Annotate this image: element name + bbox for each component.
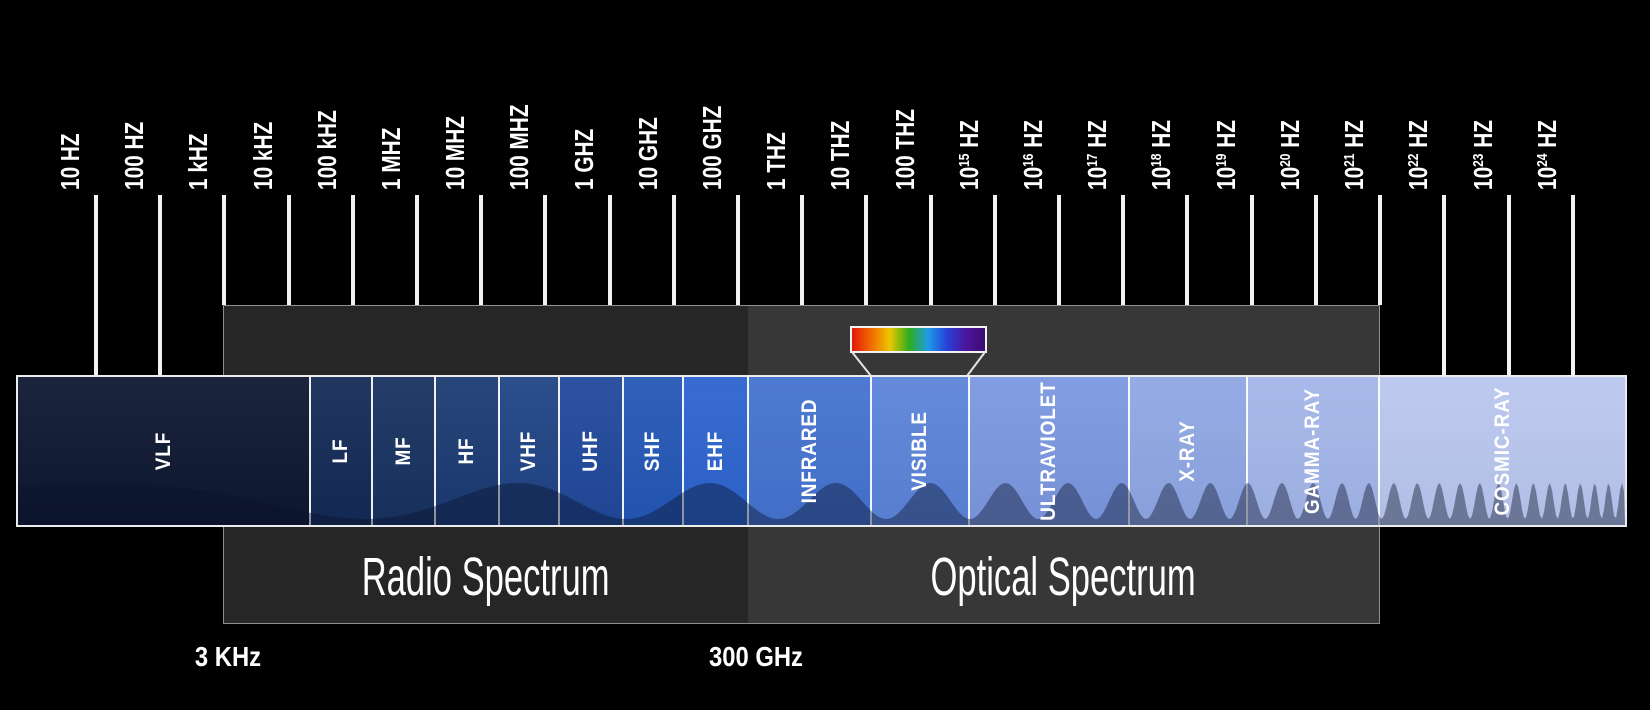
tick-label: 1020 HZ: [1275, 120, 1305, 190]
tick-label: 1 GHZ: [569, 128, 599, 190]
band-segment: GAMMA-RAY: [1246, 377, 1378, 525]
tick-line: [479, 195, 483, 305]
optical-spectrum-label: Optical Spectrum: [930, 546, 1197, 607]
tick-line: [1442, 195, 1446, 375]
tick-label: 1 kHZ: [183, 133, 213, 190]
tick-label: 1016 HZ: [1018, 120, 1048, 190]
tick-label: 1 THZ: [761, 132, 791, 190]
tick-line: [94, 195, 98, 375]
tick-line: [1507, 195, 1511, 375]
tick-line: [864, 195, 868, 305]
band-segment-label: VHF: [517, 430, 540, 472]
optical-spectrum-caption: Optical Spectrum: [748, 528, 1379, 625]
visible-light-callout: [851, 351, 986, 377]
tick-line: [158, 195, 162, 375]
optical-start-frequency: 300 GHz: [709, 641, 803, 672]
tick-line: [993, 195, 997, 305]
tick-line: [1571, 195, 1575, 375]
band-segment-label: COSMIC-RAY: [1490, 386, 1514, 516]
tick-label: 100 kHZ: [312, 110, 342, 190]
band-segment-label: X-RAY: [1176, 420, 1199, 482]
band-segment: SHF: [622, 377, 682, 525]
band-segment: EHF: [682, 377, 747, 525]
band-segment-label: UHF: [579, 430, 602, 472]
band-segment-label: ULTRAVIOLET: [1037, 381, 1060, 521]
tick-label: 1023 HZ: [1468, 120, 1498, 190]
band-segment-label: VISIBLE: [908, 411, 931, 491]
tick-line: [608, 195, 612, 305]
tick-line: [1250, 195, 1254, 305]
tick-line: [222, 195, 226, 305]
tick-line: [287, 195, 291, 305]
band-segment: HF: [434, 377, 498, 525]
tick-line: [1185, 195, 1189, 305]
tick-label: 10 GHZ: [633, 117, 663, 190]
band-segment-label: GAMMA-RAY: [1301, 387, 1324, 515]
tick-line: [672, 195, 676, 305]
band-segment: VLF: [18, 377, 309, 525]
band-segment-label: SHF: [641, 430, 664, 472]
tick-label: 1021 HZ: [1339, 120, 1369, 190]
band-segment-label: LF: [329, 438, 352, 464]
tick-label: 10 MHZ: [440, 116, 470, 190]
tick-line: [351, 195, 355, 305]
band-segment-label: HF: [455, 437, 478, 465]
tick-label: 100 GHZ: [697, 105, 727, 190]
tick-line: [1057, 195, 1061, 305]
tick-line: [800, 195, 804, 305]
tick-label: 1019 HZ: [1211, 120, 1241, 190]
band-segment: INFRARED: [747, 377, 870, 525]
tick-label: 1024 HZ: [1532, 120, 1562, 190]
tick-label: 100 MHZ: [504, 104, 534, 190]
tick-label: 1018 HZ: [1146, 120, 1176, 190]
band-segment: ULTRAVIOLET: [968, 377, 1128, 525]
radio-spectrum-label: Radio Spectrum: [362, 546, 610, 607]
band-segment: COSMIC-RAY: [1378, 377, 1625, 525]
tick-label: 1017 HZ: [1082, 120, 1112, 190]
tick-line: [415, 195, 419, 305]
tick-line: [929, 195, 933, 305]
tick-label: 1015 HZ: [954, 120, 984, 190]
band-segment: UHF: [558, 377, 622, 525]
tick-label: 100 HZ: [119, 121, 149, 190]
radio-spectrum-caption: Radio Spectrum: [224, 528, 748, 625]
band-segment: MF: [371, 377, 434, 525]
band-segment-label: VLF: [151, 431, 175, 471]
band-segment: VHF: [498, 377, 558, 525]
tick-line: [543, 195, 547, 305]
tick-label: 10 HZ: [55, 133, 85, 190]
tick-label: 10 kHZ: [248, 121, 278, 190]
tick-label: 100 THZ: [890, 109, 920, 190]
tick-line: [736, 195, 740, 305]
band-segment-label: INFRARED: [797, 398, 821, 504]
band-segment: LF: [309, 377, 371, 525]
band-segment: X-RAY: [1128, 377, 1246, 525]
band-segment-label: MF: [391, 436, 415, 466]
band-segment-label: EHF: [703, 430, 727, 472]
band-segment: VISIBLE: [870, 377, 968, 525]
visible-light-bar: [850, 326, 987, 353]
spectrum-band: VLF LF MF HF VHF UHF SHF EHF INFRARED VI…: [16, 375, 1627, 527]
tick-label: 10 THZ: [825, 120, 855, 190]
tick-line: [1121, 195, 1125, 305]
tick-label: 1 MHZ: [376, 127, 406, 190]
tick-line: [1378, 195, 1382, 305]
tick-line: [1314, 195, 1318, 305]
tick-label: 1022 HZ: [1403, 120, 1433, 190]
radio-start-frequency: 3 KHz: [194, 641, 262, 672]
